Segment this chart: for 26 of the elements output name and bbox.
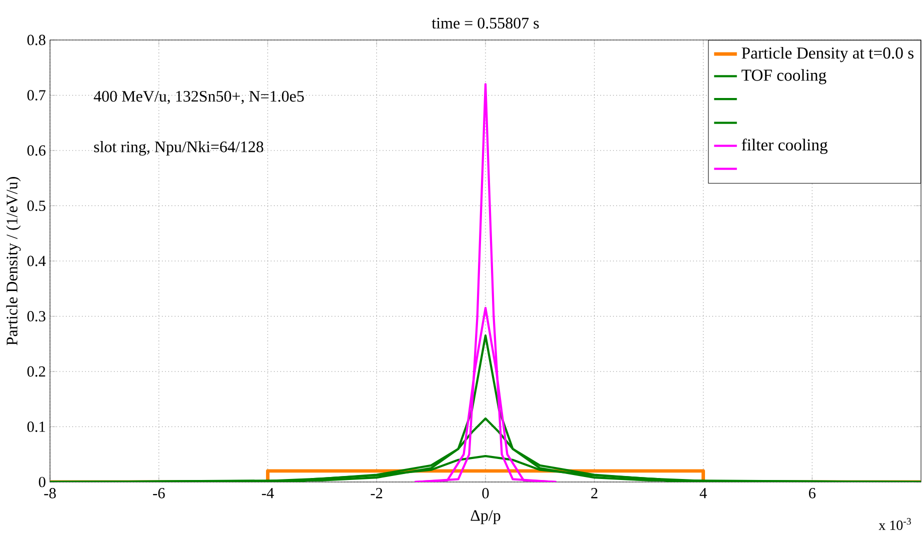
x-tick-label: -6 [153,488,165,498]
x-tick-label: -8 [44,488,56,498]
annotation: slot ring, Npu/Nki=64/128 [94,141,264,156]
y-tick-label: 0.5 [27,200,46,211]
y-tick-label: 0.4 [27,256,46,266]
text: x 10$^{-3}$ [878,518,911,530]
y-tick-label: 0.7 [27,90,46,100]
x-tick-label: 4 [700,488,707,498]
x-tick-label: 2 [591,488,598,498]
x-tick-label: 0 [482,488,489,498]
chart-title: time = 0.55807 s [432,18,539,29]
y-tick-label: 0 [38,476,46,488]
y-tick-label: 0.6 [27,145,46,156]
x-tick-label: -2 [370,488,382,498]
x-tick-label: 6 [808,488,816,498]
y-tick-label: 0.2 [27,366,46,377]
y-tick-label: 0.3 [27,311,46,322]
y-tick-label: 0.8 [27,34,46,46]
y-axis-title: Particle Density / (1/eV/u) [6,177,21,346]
legend-label: Particle Density at t=0.0 s [742,46,914,62]
legend-label: filter cooling [742,138,828,154]
x-axis-title: Δp/p [470,510,500,524]
legend-label: TOF cooling [742,69,826,84]
annotation: 400 MeV/u, 132Sn50+, N=1.0e5 [94,90,304,104]
x-tick-label: -4 [262,488,274,498]
y-tick-label: 0.1 [27,422,46,432]
